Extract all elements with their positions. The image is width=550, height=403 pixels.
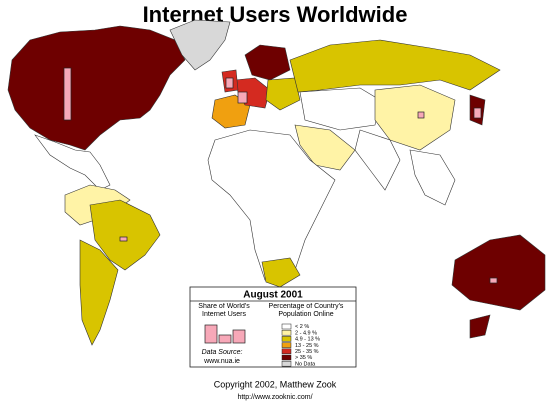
legend-share-bar — [218, 334, 232, 344]
source-label: Data Source: — [202, 349, 243, 356]
southeast-asia — [409, 149, 456, 206]
legend-swatch — [281, 354, 292, 361]
china — [374, 84, 456, 151]
legend: August 2001 Share of World's Internet Us… — [189, 286, 357, 368]
legend-label: 13 - 25 % — [295, 343, 319, 349]
share-heading-box: Share of World's Internet Users — [198, 303, 250, 318]
map-title: Internet Users Worldwide — [143, 2, 408, 27]
russia — [289, 39, 501, 93]
source-url: www.nua.ie — [203, 358, 240, 365]
legend-label: 2 - 4.9 % — [295, 330, 317, 336]
share-bar-uk — [225, 77, 234, 89]
share-bar-usa — [63, 67, 72, 121]
legend-swatch — [281, 342, 292, 348]
eastern-europe — [265, 77, 301, 111]
legend-swatch — [281, 336, 292, 342]
greenland — [169, 19, 231, 71]
brazil — [89, 199, 161, 271]
legend-classes: < 2 %2 - 4.9 %4.9 - 13 %13 - 25 %25 - 35… — [281, 323, 320, 367]
middle-east — [294, 124, 356, 171]
legend-swatch — [281, 329, 292, 336]
central-asia — [299, 87, 381, 131]
southern-cone — [79, 239, 119, 346]
footer-url: http://www.zooknic.com/ — [237, 394, 312, 401]
copyright: Copyright 2002, Matthew Zook — [214, 379, 337, 389]
mexico-central-america — [34, 134, 111, 191]
percent-heading-box: Percentage of Country's Population Onlin… — [268, 303, 344, 318]
share-bar-japan — [473, 107, 482, 119]
scandinavia — [244, 44, 291, 81]
share-bar-germany — [237, 91, 248, 104]
share-bar-australia — [489, 277, 498, 284]
legend-box — [189, 286, 357, 368]
legend-title: August 2001 — [243, 290, 303, 301]
legend-label: 4.9 - 13 % — [295, 337, 320, 343]
share-bar-brazil — [119, 236, 128, 242]
legend-share-bar — [204, 324, 218, 344]
percent-heading: Percentage of Country's Population Onlin… — [268, 303, 344, 318]
australia — [451, 234, 546, 311]
north-america — [7, 25, 186, 151]
legend-swatch — [281, 348, 292, 355]
share-bar-china — [417, 111, 425, 119]
legend-swatch — [281, 323, 292, 330]
legend-label: No Data — [295, 361, 316, 367]
new-zealand — [469, 314, 491, 339]
legend-label: > 35 % — [295, 355, 312, 361]
south-africa — [261, 257, 301, 288]
legend-swatch — [281, 360, 292, 367]
legend-label: 25 - 35 % — [295, 349, 319, 355]
share-heading: Share of World's Internet Users — [198, 303, 250, 318]
legend-label: < 2 % — [295, 324, 309, 330]
legend-share-bar — [232, 329, 246, 344]
